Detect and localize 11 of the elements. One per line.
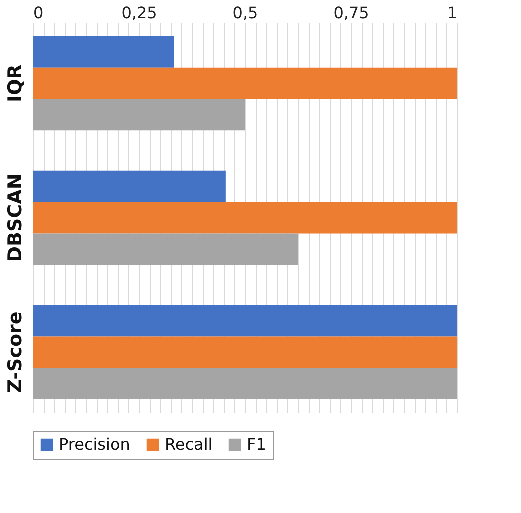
x-tick-label: 0,25 — [122, 4, 158, 22]
x-tick-label: 0,5 — [232, 4, 258, 22]
x-tick-label: 0 — [34, 4, 44, 22]
y-tick-label: IQR — [4, 64, 26, 102]
x-tick-label: 1 — [447, 4, 458, 22]
legend-label: F1 — [247, 435, 266, 454]
legend-label: Precision — [59, 435, 130, 454]
x-tick-label: 0,75 — [334, 4, 370, 22]
y-tick-label: Z-Score — [4, 312, 26, 394]
legend-label: Recall — [165, 435, 213, 454]
y-tick-label: DBSCAN — [4, 174, 26, 262]
